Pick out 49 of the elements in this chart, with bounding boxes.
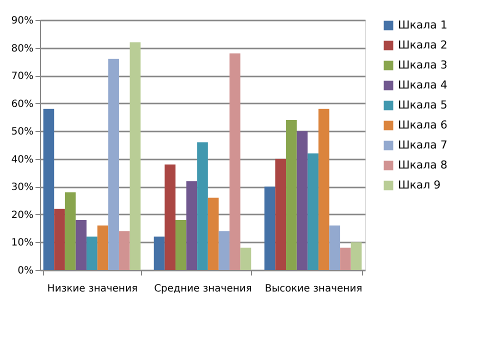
bar: [197, 142, 208, 270]
legend-label: Шкала 7: [398, 138, 448, 152]
bar: [318, 108, 330, 270]
bar: [43, 108, 54, 270]
bar: [308, 153, 318, 270]
bar: [154, 236, 165, 270]
y-tick-label: 50%: [11, 126, 34, 138]
legend-label: Шкала 1: [398, 18, 448, 32]
bar: [76, 220, 87, 270]
bar: [350, 242, 362, 270]
legend-label: Шкала 3: [398, 58, 448, 72]
y-tick-label: 0%: [18, 266, 34, 276]
y-tick-label: 70%: [11, 71, 34, 82]
bar: [86, 236, 98, 270]
legend-label: Шкала 6: [398, 118, 448, 132]
legend-label: Шкала 2: [398, 38, 448, 52]
y-tick-label: 80%: [11, 43, 34, 54]
bar: [218, 231, 230, 270]
bar: [175, 220, 186, 270]
y-tick-label: 40%: [11, 154, 34, 166]
legend-label: Шкал 9: [398, 178, 441, 192]
bar: [164, 164, 176, 270]
bar: [64, 192, 76, 270]
y-tick-label: 60%: [11, 98, 34, 110]
bar: [230, 53, 240, 270]
y-tick-label: 30%: [11, 182, 34, 194]
bar: [340, 248, 351, 270]
x-tick-label: Средние значения: [154, 284, 252, 294]
bar: [108, 58, 119, 270]
bar: [118, 231, 130, 270]
bar: [130, 42, 141, 270]
bar: [186, 181, 198, 270]
bar: [275, 158, 286, 270]
legend-label: Шкала 8: [398, 158, 448, 172]
x-tick-label: Высокие значения: [264, 284, 362, 294]
y-tick-label: 90%: [11, 16, 34, 26]
bar: [240, 248, 252, 270]
bar: [286, 120, 297, 270]
legend-label: Шкала 4: [398, 78, 448, 92]
bar: [264, 186, 276, 270]
bar: [329, 226, 340, 270]
bar: [296, 131, 308, 270]
x-tick-label: Низкие значения: [47, 284, 138, 294]
bar: [208, 198, 219, 270]
y-tick-label: 10%: [11, 238, 34, 249]
y-tick-label: 20%: [11, 210, 34, 221]
bar: [97, 226, 108, 270]
legend-label: Шкала 5: [398, 98, 448, 112]
bar: [54, 208, 65, 270]
